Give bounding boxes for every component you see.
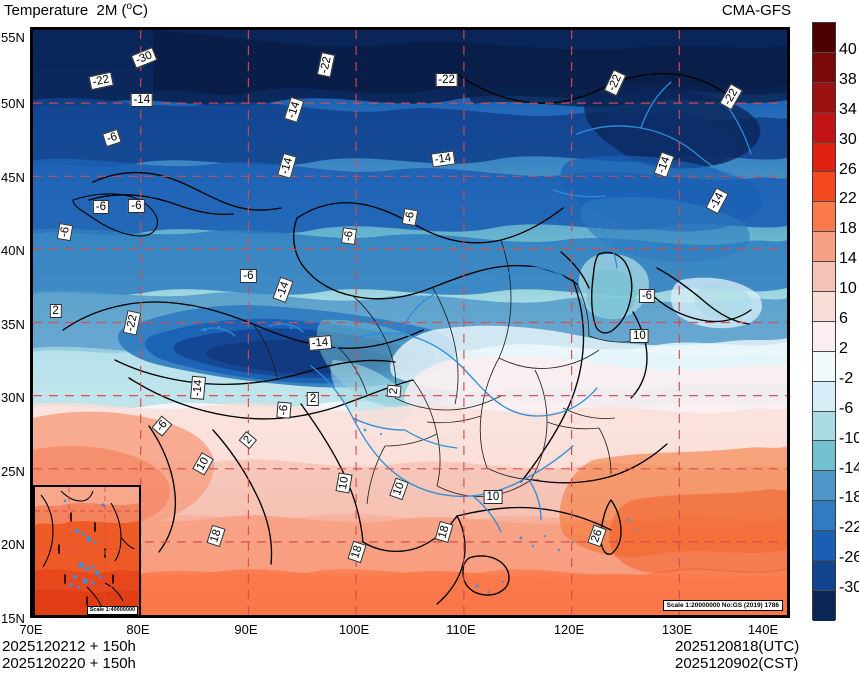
contour-label: 2 xyxy=(386,384,402,399)
x-tick-70E: 70E xyxy=(19,622,43,637)
y-tick-30N: 30N xyxy=(1,390,25,405)
colorbar-band-2 xyxy=(813,82,835,113)
x-tick-120E: 120E xyxy=(553,622,585,637)
colorbar-band-18 xyxy=(813,561,835,591)
colorbar-band-12 xyxy=(813,381,835,412)
colorbar-band-10 xyxy=(813,321,835,352)
x-tick-130E: 130E xyxy=(661,622,693,637)
colorbar-tick-26: 26 xyxy=(839,160,857,178)
colorbar-tick--18: -18 xyxy=(839,489,859,507)
contour-label: 10 xyxy=(483,489,503,504)
colorbar-band-1 xyxy=(813,52,835,83)
colorbar-band-14 xyxy=(813,441,835,472)
colorbar-band-16 xyxy=(813,501,835,532)
page-title: Temperature 2M (oC) xyxy=(4,1,148,19)
contour-label: -14 xyxy=(189,376,206,401)
colorbar-tick-34: 34 xyxy=(839,100,857,118)
colorbar-tick-6: 6 xyxy=(839,310,848,327)
contour-label: -6 xyxy=(240,268,257,283)
south-china-sea-inset: Scale 1:40000000 xyxy=(33,485,141,615)
contour-label: 2 xyxy=(306,391,320,406)
colorbar-tick--26: -26 xyxy=(839,549,859,567)
contour-label: -6 xyxy=(276,401,292,419)
footer-run-line1: 2025120212 + 150h xyxy=(2,638,136,655)
colorbar-band-0 xyxy=(813,23,835,53)
colorbar-tick-10: 10 xyxy=(839,280,857,298)
y-tick-35N: 35N xyxy=(1,317,25,332)
colorbar-band-6 xyxy=(813,202,835,233)
x-tick-140E: 140E xyxy=(747,622,779,637)
model-label: CMA-GFS xyxy=(721,2,791,19)
contour-label: -6 xyxy=(401,207,419,227)
y-tick-40N: 40N xyxy=(1,243,25,258)
colorbar-band-8 xyxy=(813,262,835,293)
colorbar-band-11 xyxy=(813,351,835,382)
y-tick-25N: 25N xyxy=(1,464,25,479)
y-tick-55N: 55N xyxy=(1,30,25,45)
contour-label: -6 xyxy=(128,198,145,213)
colorbar-band-19 xyxy=(813,590,835,621)
colorbar-band-13 xyxy=(813,411,835,442)
contour-label: 2 xyxy=(49,303,62,318)
colorbar-band-9 xyxy=(813,292,835,322)
x-tick-110E: 110E xyxy=(446,622,476,637)
colorbar-tick-14: 14 xyxy=(839,250,857,268)
colorbar-tick-40: 40 xyxy=(839,40,857,58)
colorbar-tick-18: 18 xyxy=(839,220,857,238)
colorbar-band-3 xyxy=(813,112,835,143)
map-frame[interactable]: Scale 1:40000000 Scale 1:20000000 No:GS … xyxy=(30,27,790,618)
contour-label: 10 xyxy=(630,328,649,343)
footer-valid-cst: 2025120902(CST) xyxy=(675,655,799,672)
colorbar-tick-2: 2 xyxy=(839,339,848,357)
colorbar-tick--2: -2 xyxy=(839,369,854,387)
y-tick-50N: 50N xyxy=(1,96,25,111)
footer-run-line2: 2025120220 + 150h xyxy=(2,655,136,672)
colorbar xyxy=(812,22,836,621)
colorbar-tick--6: -6 xyxy=(839,399,854,417)
contour-label: -14 xyxy=(307,335,332,351)
header: Temperature 2M (oC) CMA-GFS xyxy=(0,0,859,24)
colorbar-tick--22: -22 xyxy=(839,519,859,537)
colorbar-band-17 xyxy=(813,531,835,562)
colorbar-band-4 xyxy=(813,142,835,173)
x-tick-80E: 80E xyxy=(126,622,150,637)
map-scale-label: Scale 1:20000000 No:GS (2019) 1786 xyxy=(662,600,783,611)
inset-scale-label: Scale 1:40000000 xyxy=(86,606,138,615)
colorbar-band-5 xyxy=(813,172,835,203)
y-tick-45N: 45N xyxy=(1,170,25,185)
colorbar-tick--30: -30 xyxy=(839,579,859,597)
contour-label: -6 xyxy=(340,227,357,246)
colorbar-tick-30: 30 xyxy=(839,130,857,148)
contour-label: -14 xyxy=(130,93,154,108)
colorbar-tick--10: -10 xyxy=(839,429,859,447)
x-tick-100E: 100E xyxy=(338,622,370,637)
contour-label: -6 xyxy=(638,289,656,304)
colorbar-tick-22: 22 xyxy=(839,190,857,208)
colorbar-tick--14: -14 xyxy=(839,459,859,477)
y-tick-20N: 20N xyxy=(1,537,25,552)
map-canvas xyxy=(33,30,787,615)
colorbar-tick-38: 38 xyxy=(839,70,857,88)
contour-label: -14 xyxy=(431,150,456,168)
x-tick-90E: 90E xyxy=(234,622,258,637)
y-tick-15N: 15N xyxy=(1,611,25,626)
contour-label: -22 xyxy=(435,72,458,87)
colorbar-band-15 xyxy=(813,471,835,502)
contour-label: -6 xyxy=(92,199,109,214)
colorbar-band-7 xyxy=(813,232,835,263)
footer-valid-utc: 2025120818(UTC) xyxy=(675,638,800,655)
